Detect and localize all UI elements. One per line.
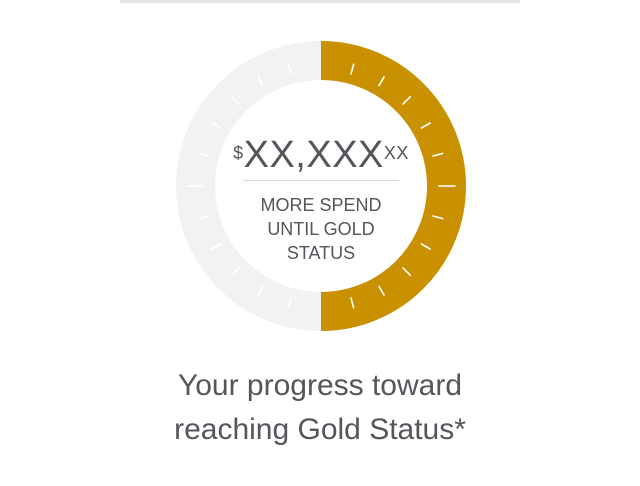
gauge-tick xyxy=(420,122,431,129)
gauge-tick xyxy=(378,76,385,87)
center-divider xyxy=(243,180,399,181)
gauge-tick xyxy=(198,215,210,220)
progress-description: Your progress toward reaching Gold Statu… xyxy=(120,364,520,452)
amount-value: XX,XXX xyxy=(243,134,384,176)
gauge-tick xyxy=(287,63,292,75)
amount-cents: XX xyxy=(383,143,409,163)
currency-symbol: $ xyxy=(233,143,244,163)
progress-description-line-2: reaching Gold Status* xyxy=(174,413,466,446)
gauge-tick xyxy=(287,297,292,309)
gauge-tick xyxy=(432,215,444,220)
gauge-tick xyxy=(231,267,240,276)
progress-description-line-1: Your progress toward xyxy=(177,369,463,402)
gauge-center: $XX,XXXXX MORE SPEND UNTIL GOLD STATUS xyxy=(215,80,427,292)
gauge-tick xyxy=(350,63,355,75)
gauge-tick xyxy=(257,76,264,87)
gauge-tick xyxy=(402,96,411,105)
gauge-tick xyxy=(432,152,444,157)
gauge-tick xyxy=(378,285,385,296)
gauge-tick xyxy=(198,152,210,157)
gauge-caption: MORE SPEND UNTIL GOLD STATUS xyxy=(215,193,427,265)
gauge-tick xyxy=(211,243,222,250)
top-divider xyxy=(120,0,520,3)
caption-line-2: UNTIL GOLD xyxy=(267,219,375,239)
gauge-tick xyxy=(350,297,355,309)
gauge-tick xyxy=(211,122,222,129)
progress-gauge xyxy=(175,40,467,332)
caption-line-1: MORE SPEND xyxy=(260,195,382,215)
caption-line-3: STATUS xyxy=(286,243,356,263)
gauge-tick xyxy=(402,267,411,276)
gauge-tick xyxy=(257,285,264,296)
progress-ring xyxy=(176,41,466,331)
remaining-spend-amount: $XX,XXXXX xyxy=(215,135,427,175)
gauge-tick xyxy=(420,243,431,250)
gauge-tick xyxy=(231,96,240,105)
